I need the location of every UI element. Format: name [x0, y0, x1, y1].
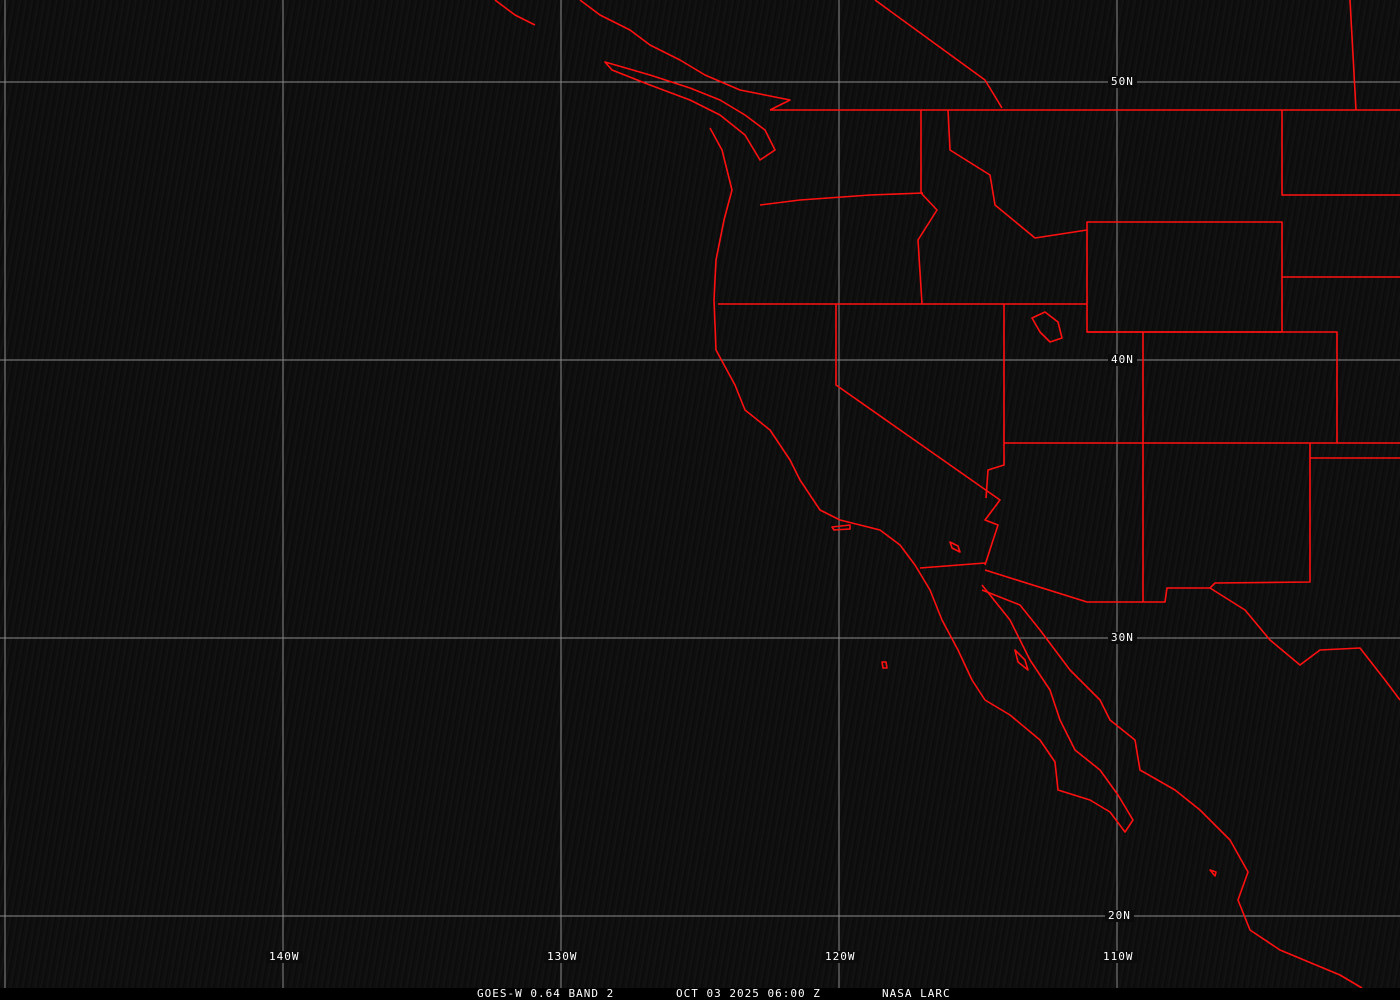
- border-ca-nv: [835, 304, 1001, 566]
- border-montana-east: [1281, 110, 1400, 196]
- border-ca-mx: [919, 562, 986, 569]
- boundaries: [494, 0, 1400, 989]
- border-idaho-montana: [947, 109, 1088, 239]
- island-revillagigedo: [1209, 869, 1217, 877]
- caption-bar: GOES-W 0.64 BAND 2 OCT 03 2025 06:00 Z N…: [0, 987, 1400, 1000]
- border-nm: [1309, 443, 1400, 459]
- salton-sea: [949, 541, 961, 553]
- lat-label-30n: 30N: [1108, 632, 1137, 644]
- lat-label-40n: 40N: [1108, 354, 1137, 366]
- coastline-us-mexico: [709, 127, 1134, 833]
- caption-source: NASA LARC: [882, 987, 951, 1000]
- lat-label-50n: 50N: [1108, 76, 1137, 88]
- vancouver-island: [604, 61, 776, 161]
- lat-label-20n: 20N: [1105, 910, 1134, 922]
- island-guadalupe: [881, 661, 888, 669]
- border-nv-east: [985, 304, 1005, 499]
- coastline-bc-mainland: [579, 0, 791, 111]
- caption-product: GOES-W 0.64 BAND 2: [477, 987, 615, 1000]
- lon-label-120w: 120W: [822, 951, 859, 963]
- islands-gulf: [1014, 649, 1029, 671]
- channel-islands: [831, 524, 851, 531]
- lon-label-130w: 130W: [544, 951, 581, 963]
- border-wyoming: [1086, 221, 1283, 333]
- lon-label-110w: 110W: [1100, 951, 1137, 963]
- border-bc-alberta: [874, 0, 1003, 109]
- border-wa-or: [759, 192, 924, 206]
- border-idaho-west: [917, 110, 938, 305]
- coastline-mexico-mainland: [981, 589, 1363, 989]
- border-canada-north: [1349, 0, 1357, 111]
- great-salt-lake: [1031, 311, 1063, 343]
- rio-grande: [1209, 587, 1400, 701]
- border-ut-co: [1087, 331, 1338, 443]
- caption-datetime: OCT 03 2025 06:00 Z: [676, 987, 821, 1000]
- coastline-bc: [494, 0, 536, 26]
- border-nm-east: [984, 458, 1311, 603]
- lon-label-140w: 140W: [266, 951, 303, 963]
